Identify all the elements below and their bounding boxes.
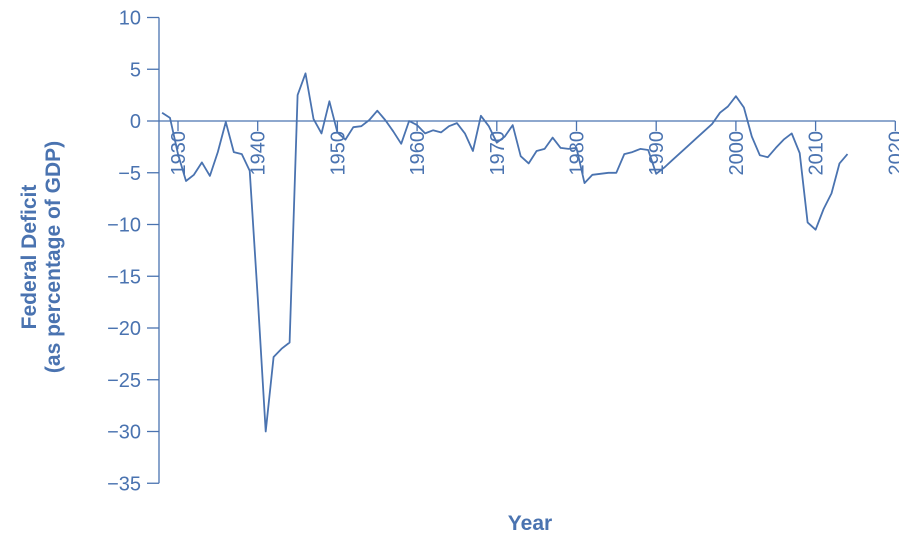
x-tick-label: 2010	[806, 131, 828, 176]
y-tick-label: 5	[130, 59, 141, 81]
y-tick-label: −15	[107, 266, 141, 288]
y-tick-label: −10	[107, 215, 141, 237]
x-tick-label: 1940	[248, 131, 270, 176]
x-axis	[159, 120, 896, 131]
x-tick-label: 1970	[487, 131, 509, 176]
y-tick-label: −30	[107, 422, 141, 444]
y-tick-label: −25	[107, 370, 141, 392]
x-tick-label: 1950	[327, 131, 349, 176]
y-axis-title-line-1: Federal Deficit	[18, 185, 41, 330]
x-tick-label: 1990	[646, 131, 668, 176]
x-tick-labels: 1930 1940 1950 1960 1970 1980 1990 2000 2010 2020	[168, 131, 899, 176]
x-axis-title: Year	[508, 512, 552, 535]
y-axis-title-line-2: (as percentage of GDP)	[42, 141, 65, 373]
y-tick-label: 0	[130, 111, 141, 133]
y-tick-label: −5	[118, 163, 141, 185]
x-tick-label: 1960	[407, 131, 429, 176]
y-tick-label: 10	[119, 8, 141, 30]
y-tick-label: −20	[107, 318, 141, 340]
y-tick-labels: 10 5 0 −5 −10 −15 −20 −25 −30 −35	[107, 8, 141, 496]
x-tick-label: 1930	[168, 131, 190, 176]
deficit-series-line	[161, 72, 849, 433]
y-tick-label: −35	[107, 473, 141, 495]
x-tick-label: 2020	[885, 131, 899, 176]
x-tick-label: 2000	[726, 131, 748, 176]
y-axis	[147, 16, 160, 484]
